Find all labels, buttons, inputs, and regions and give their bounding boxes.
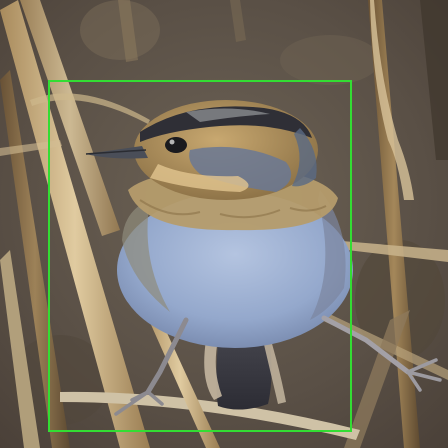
bird-nape	[292, 128, 317, 187]
bird-foot	[114, 390, 164, 416]
bird-leg	[145, 317, 189, 395]
reed-stem	[0, 70, 70, 448]
reed-stem	[0, 0, 150, 448]
bird-crown-stripe	[140, 106, 312, 142]
bird-eye-highlight	[169, 139, 175, 145]
bird-wing	[310, 190, 346, 320]
bird-crown-center	[186, 108, 270, 122]
reed-leaf	[370, 0, 414, 200]
bird-beak-line	[85, 149, 147, 155]
reed-leaf	[330, 240, 448, 262]
reed-blurred	[230, 0, 246, 42]
bird-wing	[122, 200, 170, 312]
reed-stem	[368, 0, 420, 448]
bird-foot	[406, 358, 442, 392]
bird-undertail	[262, 330, 286, 404]
background-blur-shape	[80, 0, 160, 60]
reed-stem	[344, 310, 410, 448]
reed-stem	[20, 0, 120, 236]
bird-chest-streaks	[139, 199, 327, 219]
reed-blurred	[420, 0, 448, 160]
reed-stem	[0, 250, 40, 448]
bird-malar-stripe	[150, 164, 249, 192]
bird-cheek-patch	[189, 146, 292, 192]
bird-belly	[117, 192, 353, 348]
background-blur-shape	[280, 35, 380, 85]
reed-stem	[140, 296, 220, 448]
reed-blurred	[118, 0, 138, 62]
background-blur-shape	[10, 335, 110, 425]
reed-leaf	[30, 93, 150, 124]
reed-leaf	[0, 140, 62, 156]
reed-stem	[296, 300, 448, 380]
bird-undertail	[204, 340, 222, 400]
bird-eye	[165, 137, 187, 153]
bird-leg	[321, 315, 411, 375]
perch-twig	[60, 391, 360, 440]
